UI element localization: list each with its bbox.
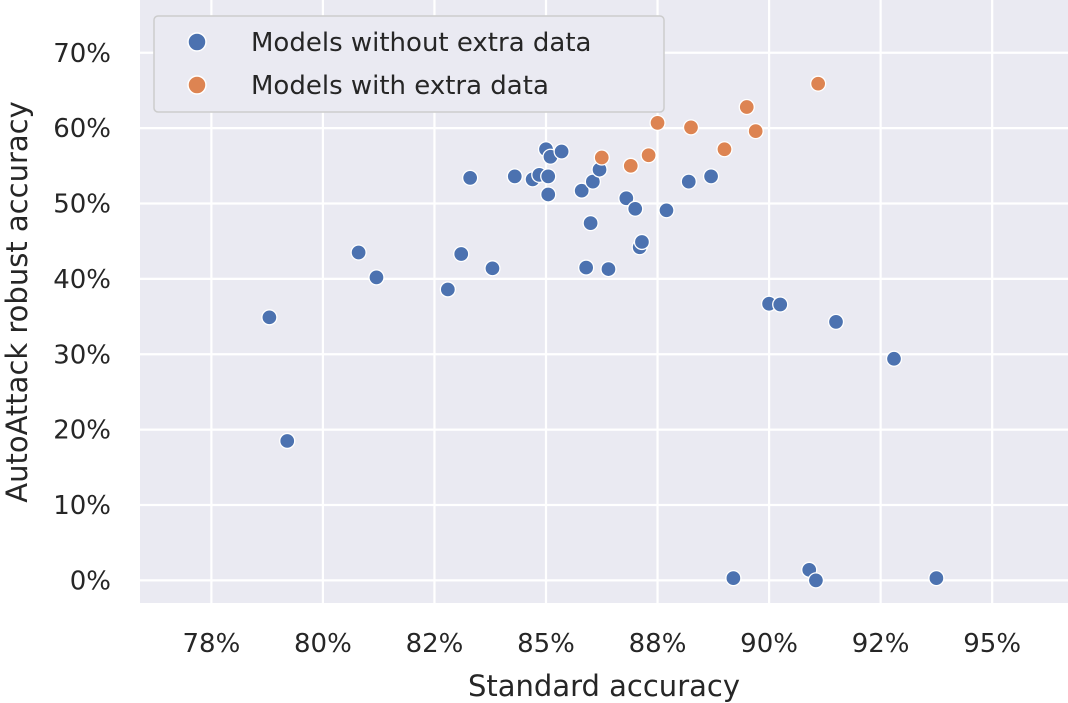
x-tick-label: 90% bbox=[740, 629, 798, 659]
point-with-extra-data bbox=[593, 149, 610, 166]
point-without-extra-data bbox=[439, 281, 456, 298]
point-without-extra-data bbox=[540, 186, 557, 203]
point-without-extra-data bbox=[279, 432, 296, 450]
y-tick-label: 10% bbox=[53, 491, 111, 521]
x-tick-label: 78% bbox=[182, 629, 240, 659]
point-without-extra-data bbox=[484, 260, 501, 277]
x-tick-label: 88% bbox=[629, 629, 687, 659]
point-without-extra-data bbox=[627, 200, 644, 217]
point-without-extra-data bbox=[540, 168, 557, 185]
x-tick-label: 92% bbox=[852, 629, 910, 659]
point-without-extra-data bbox=[462, 169, 479, 187]
legend-label-without-extra-data: Models without extra data bbox=[251, 28, 591, 58]
point-without-extra-data bbox=[578, 259, 595, 276]
y-tick-label: 70% bbox=[53, 39, 111, 69]
point-with-extra-data bbox=[738, 98, 755, 116]
point-without-extra-data bbox=[827, 313, 845, 331]
point-without-extra-data bbox=[368, 269, 385, 286]
x-tick-labels: 78% 80% 82% 85% 88% 90% 92% 95% bbox=[182, 629, 1021, 659]
point-without-extra-data bbox=[350, 244, 367, 261]
x-tick-label: 85% bbox=[517, 629, 575, 659]
legend-marker-without-extra-data bbox=[187, 32, 207, 52]
point-without-extra-data bbox=[807, 572, 825, 589]
point-without-extra-data bbox=[633, 233, 651, 251]
y-tick-label: 20% bbox=[53, 416, 111, 446]
point-without-extra-data bbox=[573, 182, 590, 199]
point-without-extra-data bbox=[506, 168, 523, 185]
point-without-extra-data bbox=[658, 202, 675, 219]
y-tick-labels: 0% 10% 20% 30% 40% 50% 60% 70% bbox=[53, 39, 111, 597]
legend-label-with-extra-data: Models with extra data bbox=[251, 71, 549, 101]
x-tick-label: 95% bbox=[963, 629, 1021, 659]
point-with-extra-data bbox=[682, 119, 700, 136]
point-without-extra-data bbox=[680, 173, 697, 190]
legend-marker-with-extra-data bbox=[187, 75, 207, 95]
point-without-extra-data bbox=[453, 245, 470, 263]
point-without-extra-data bbox=[725, 569, 742, 587]
point-without-extra-data bbox=[600, 260, 617, 278]
point-without-extra-data bbox=[618, 190, 635, 207]
y-tick-label: 40% bbox=[53, 265, 111, 295]
x-tick-label: 82% bbox=[406, 629, 464, 659]
data-points bbox=[261, 75, 945, 589]
point-with-extra-data bbox=[640, 147, 657, 164]
point-without-extra-data bbox=[261, 309, 278, 326]
y-tick-label: 50% bbox=[53, 190, 111, 220]
x-tick-label: 80% bbox=[294, 629, 352, 659]
y-axis-title: AutoAttack robust accuracy bbox=[0, 101, 34, 502]
point-with-extra-data bbox=[747, 123, 764, 140]
legend-box bbox=[153, 15, 665, 113]
point-without-extra-data bbox=[553, 143, 570, 160]
point-without-extra-data bbox=[772, 296, 789, 313]
point-without-extra-data bbox=[928, 569, 945, 587]
point-with-extra-data bbox=[622, 157, 639, 174]
x-axis-title: Standard accuracy bbox=[468, 669, 740, 703]
point-with-extra-data bbox=[649, 114, 666, 132]
y-tick-label: 30% bbox=[53, 340, 111, 370]
legend: Models without extra data Models with ex… bbox=[153, 15, 665, 113]
y-tick-label: 0% bbox=[70, 566, 111, 596]
point-without-extra-data bbox=[702, 168, 720, 185]
point-with-extra-data bbox=[716, 141, 733, 158]
y-tick-label: 60% bbox=[53, 114, 111, 144]
point-without-extra-data bbox=[582, 214, 599, 232]
point-without-extra-data bbox=[885, 350, 903, 367]
point-with-extra-data bbox=[810, 75, 827, 92]
